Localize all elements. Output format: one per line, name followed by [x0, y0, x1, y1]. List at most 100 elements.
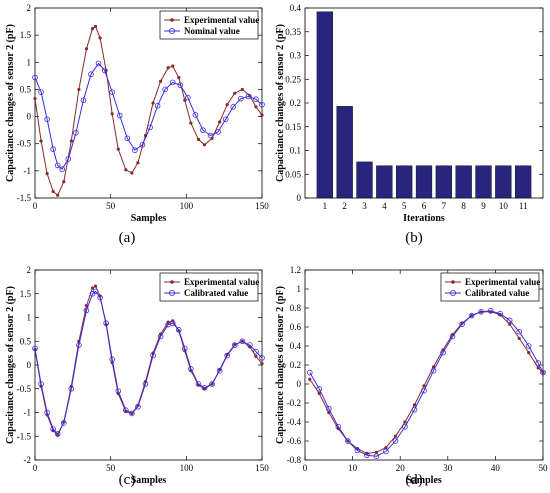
y-tick-label: 0.6 — [290, 322, 302, 332]
data-point — [189, 121, 193, 125]
legend-box — [159, 10, 259, 40]
x-tick-label: 2 — [342, 201, 347, 211]
legend-label: Experimental value — [184, 15, 259, 25]
data-point — [308, 377, 312, 381]
x-tick-label: 1 — [323, 201, 328, 211]
data-point — [45, 171, 49, 176]
data-point — [374, 450, 378, 454]
y-tick-label: -0.6 — [287, 436, 302, 446]
y-tick-label: 0.5 — [20, 336, 32, 346]
data-point — [238, 95, 244, 102]
data-point — [216, 367, 223, 374]
x-tick-label: 0 — [303, 463, 308, 473]
data-point — [260, 113, 264, 117]
data-point — [365, 451, 369, 455]
series-line — [34, 25, 263, 197]
y-tick-label: -1.5 — [17, 193, 32, 203]
bar-iteration-1 — [316, 11, 333, 199]
data-point — [166, 66, 170, 70]
bar-iteration-7 — [435, 165, 452, 199]
y-tick-label: 0.4 — [290, 341, 302, 351]
legend-label: Experimental value — [465, 277, 540, 287]
data-point — [103, 320, 109, 327]
x-tick-label: 8 — [461, 201, 466, 211]
bar-iteration-6 — [415, 165, 433, 199]
data-point — [90, 286, 95, 290]
data-point — [76, 342, 82, 348]
data-point — [240, 87, 244, 92]
data-point — [259, 101, 265, 108]
y-tick-label: 2 — [27, 3, 32, 13]
x-tick-label: 7 — [442, 201, 447, 211]
data-point — [56, 193, 60, 197]
data-point — [254, 105, 258, 109]
data-point — [231, 342, 238, 348]
data-point — [247, 342, 253, 348]
legend-label: Calibrated value — [465, 288, 529, 298]
data-point — [65, 156, 72, 162]
x-axis-label: Samples — [131, 475, 167, 486]
panel-caption: (a) — [119, 230, 136, 246]
data-point — [364, 452, 370, 459]
bar-iteration-2 — [336, 106, 353, 199]
data-point — [182, 345, 188, 352]
y-tick-label: -0.8 — [287, 455, 302, 465]
panel-d: -0.8 -0.6 -0.4 -0.2 0 0.2 0.4 0.6 0.8 1 1.2 0 10 20 30… — [275, 265, 548, 488]
data-point — [516, 328, 522, 335]
data-point — [412, 403, 417, 407]
y-tick-label: 0 — [27, 360, 32, 370]
data-point — [478, 308, 484, 315]
y-tick-label: 0.2 — [290, 98, 301, 108]
data-point — [335, 423, 342, 430]
data-point — [177, 75, 181, 80]
bar-iteration-11 — [515, 165, 532, 199]
data-point — [316, 385, 323, 392]
data-point — [345, 438, 351, 444]
data-point — [38, 381, 44, 387]
x-tick-label: 0 — [33, 201, 38, 211]
data-point — [230, 104, 237, 110]
y-tick-label: -1 — [24, 408, 32, 418]
data-point — [69, 139, 73, 143]
data-point — [207, 132, 214, 139]
data-point — [80, 97, 87, 104]
x-tick-label: 100 — [180, 463, 194, 473]
data-point — [508, 322, 512, 326]
data-point — [188, 365, 194, 372]
x-tick-label: 50 — [106, 463, 116, 473]
bar-iteration-4 — [376, 165, 393, 199]
x-tick-label: 20 — [396, 463, 406, 473]
data-point — [497, 310, 503, 317]
data-point — [50, 426, 56, 432]
x-tick-label: 4 — [382, 201, 387, 211]
x-tick-label: 150 — [255, 201, 269, 211]
panel-b: 0 0.05 0.1 0.15 0.2 0.25 0.3 0.35 0.4 1 2 3 4 5 6 7 8 9 10… — [275, 3, 544, 246]
series-line — [309, 310, 544, 457]
y-tick-label: 0.25 — [285, 74, 301, 84]
bar-iteration-8 — [455, 165, 472, 199]
data-point — [162, 86, 168, 93]
legend-marker — [168, 289, 175, 296]
y-tick-label: 0 — [297, 379, 302, 389]
data-point — [130, 171, 134, 175]
data-point — [210, 136, 214, 140]
y-axis-label: Capacitance changes of sensor 2 (pF) — [275, 286, 286, 444]
x-tick-label: 50 — [539, 463, 549, 473]
data-point — [93, 284, 98, 288]
data-point — [124, 135, 131, 142]
data-point — [196, 137, 201, 141]
y-tick-label: 1 — [297, 284, 302, 294]
data-point — [259, 355, 265, 361]
data-point — [116, 147, 120, 151]
data-point — [373, 453, 380, 460]
data-point — [183, 98, 187, 102]
data-point — [169, 320, 176, 327]
data-point — [384, 446, 388, 450]
x-tick-label: 10 — [499, 201, 509, 211]
bar-iteration-3 — [356, 161, 373, 199]
data-point — [54, 431, 61, 437]
bar-iteration-9 — [475, 165, 492, 199]
